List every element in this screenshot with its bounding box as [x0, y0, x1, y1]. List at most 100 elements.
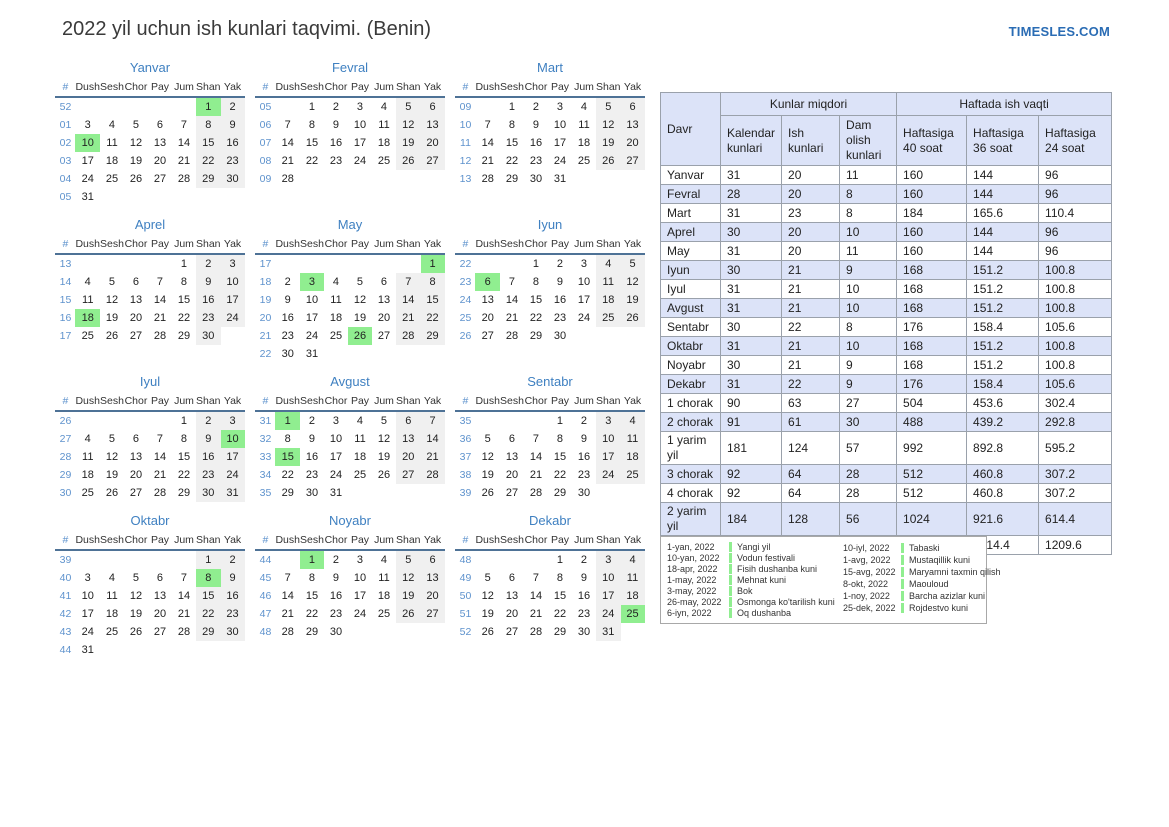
day-cell: 1 — [308, 101, 316, 113]
legend-name: Maouloud — [909, 579, 949, 589]
week-number: 25 — [459, 312, 472, 324]
row-value: 21 — [781, 260, 841, 280]
week-number: 39 — [459, 487, 472, 499]
site-link[interactable]: TIMESLES.COM — [1008, 24, 1110, 39]
day-cell — [348, 170, 372, 188]
day-cell: 5 — [595, 97, 621, 116]
day-cell: 11 — [106, 137, 118, 149]
week-number: 09 — [459, 101, 472, 113]
day-cell: 18 — [620, 448, 645, 466]
table-row: Avgust 31 21 10 168 151.2 100.8 — [660, 298, 1113, 318]
week-row: 15 11 12 13 14 15 16 17 — [55, 291, 245, 309]
day-col-header: Chor — [523, 534, 548, 551]
month-title: Noyabr — [329, 513, 371, 528]
day-cell — [221, 188, 245, 206]
day-cell: 22 — [177, 469, 191, 481]
calendar-grid: Yanvar # Dush Sesh Chor Pay Jum Shan Yak 52 1 2 01 3 4… — [55, 56, 645, 659]
row-value: 460.8 — [966, 483, 1040, 503]
week-number: 26 — [59, 415, 72, 427]
day-cell: 16 — [529, 137, 543, 149]
row-value: 176 — [896, 374, 968, 394]
month-noyabr: Noyabr # Dush Sesh Chor Pay Jum Shan Yak 44 1 2 3 4 5 6… — [255, 509, 445, 641]
day-col-header: Yak — [620, 534, 645, 551]
legend-name: Tabaski — [909, 543, 940, 553]
day-cell: 30 — [577, 487, 591, 499]
row-value: 31 — [719, 203, 783, 223]
row-value: 460.8 — [966, 464, 1040, 484]
day-cell: 20 — [153, 155, 167, 167]
day-cell: 31 — [595, 623, 621, 641]
day-cell: 10 — [595, 569, 621, 587]
day-cell: 28 — [153, 330, 167, 342]
week-number: 07 — [259, 137, 272, 149]
day-cell: 6 — [395, 411, 421, 430]
day-cell: 23 — [305, 469, 319, 481]
row-value: 100.8 — [1038, 336, 1113, 356]
day-col-header: Sesh — [99, 534, 124, 551]
day-cell: 5 — [395, 550, 421, 569]
day-col-header: Chor — [123, 395, 148, 412]
month-table: # Dush Sesh Chor Pay Jum Shan Yak 22 1 2 3 4 5 23 6 7 8 9 1… — [455, 238, 645, 345]
week-number: 52 — [459, 626, 472, 638]
table-row: Noyabr 30 21 9 168 151.2 100.8 — [660, 355, 1113, 375]
day-cell: 30 — [529, 173, 543, 185]
week-row: 07 14 15 16 17 18 19 20 — [255, 134, 445, 152]
day-cell: 4 — [580, 101, 588, 113]
week-number: 42 — [59, 608, 72, 620]
day-cell: 16 — [553, 294, 567, 306]
day-cell: 12 — [595, 116, 621, 134]
day-cell: 1 — [420, 254, 445, 273]
day-cell: 9 — [332, 572, 340, 584]
day-cell: 18 — [377, 137, 391, 149]
day-cell: 10 — [595, 430, 621, 448]
week-number: 32 — [259, 433, 272, 445]
row-value: 307.2 — [1038, 464, 1113, 484]
day-cell: 27 — [420, 152, 445, 170]
week-row: 20 16 17 18 19 20 21 22 — [255, 309, 445, 327]
day-cell — [275, 97, 300, 116]
day-cell: 26 — [395, 605, 421, 623]
legend-item: 1-noy, 2022 Barcha azizlar kuni — [843, 590, 1001, 602]
row-value: 168 — [896, 260, 968, 280]
row-value: 168 — [896, 336, 968, 356]
legend-date: 10-iyl, 2022 — [843, 543, 890, 553]
day-col-header: Chor — [523, 395, 548, 412]
day-col-header: Yak — [220, 534, 245, 551]
row-label: Dekabr — [660, 374, 721, 394]
day-col-header: Shan — [395, 534, 421, 551]
day-cell: 19 — [481, 469, 494, 481]
day-cell: 1 — [299, 550, 324, 569]
day-cell: 1 — [180, 415, 188, 427]
row-value: 8 — [839, 184, 898, 204]
day-cell: 18 — [620, 587, 645, 605]
day-col-header: Dush — [275, 534, 300, 551]
day-col-header: Pay — [347, 238, 372, 255]
legend-date: 1-avg, 2022 — [843, 555, 891, 565]
day-cell: 21 — [281, 155, 294, 167]
day-cell — [275, 550, 300, 569]
table-header-rest-days: Dam olish kunlari — [839, 115, 898, 166]
page-title: 2022 yil uchun ish kunlari taqvimi. (Ben… — [62, 18, 432, 40]
week-row: 17 25 26 27 28 29 30 — [55, 327, 244, 345]
row-value: 160 — [896, 165, 968, 185]
legend-item: 1-yan, 2022 Yangi yil — [667, 542, 843, 553]
week-number: 34 — [259, 469, 272, 481]
row-value: 10 — [839, 336, 898, 356]
row-value: 614.4 — [1038, 502, 1113, 536]
day-col-header: Sesh — [499, 238, 524, 255]
day-cell: 13 — [481, 294, 494, 306]
day-cell: 19 — [105, 312, 119, 324]
week-col-header: # — [55, 238, 76, 255]
day-cell — [196, 188, 221, 206]
day-cell: 7 — [420, 411, 445, 430]
day-col-header: Chor — [323, 81, 348, 98]
day-cell — [148, 550, 172, 569]
day-cell: 26 — [395, 152, 421, 170]
row-value: 20 — [781, 184, 841, 204]
day-cell: 20 — [395, 448, 421, 466]
row-value: 144 — [966, 222, 1040, 242]
month-fevral: Fevral # Dush Sesh Chor Pay Jum Shan Yak 05 1 2 3 4 5 6… — [255, 56, 445, 188]
day-cell: 23 — [195, 309, 221, 327]
month-sentabr: Sentabr # Dush Sesh Chor Pay Jum Shan Yak 35 1 2 3 4 3… — [455, 370, 645, 502]
day-cell: 13 — [420, 116, 445, 134]
